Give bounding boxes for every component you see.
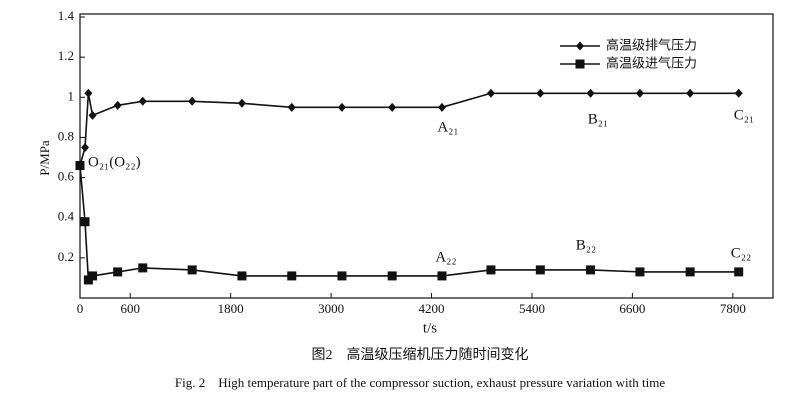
x-tick-label: 5400 — [519, 301, 545, 316]
y-tick-label: 1 — [68, 88, 75, 103]
point — [81, 142, 90, 152]
point — [138, 263, 148, 273]
point — [686, 88, 695, 98]
point — [486, 265, 496, 275]
x-tick-label: 3000 — [318, 301, 344, 316]
point — [437, 271, 447, 281]
legend-marker — [575, 59, 585, 69]
point — [586, 265, 596, 275]
y-tick-label: 1.2 — [58, 48, 74, 63]
annotation: O₂₁(O₂₂) — [88, 154, 141, 170]
annotation: C₂₂ — [731, 245, 751, 261]
point — [388, 102, 397, 112]
point — [237, 271, 247, 281]
annotation: A₂₂ — [435, 249, 456, 265]
x-tick-label: 600 — [120, 301, 140, 316]
point — [80, 217, 90, 227]
point — [685, 267, 695, 277]
point — [337, 102, 346, 112]
point — [138, 96, 147, 106]
point — [287, 271, 297, 281]
point — [287, 102, 296, 112]
point — [88, 271, 98, 281]
y-tick-label: 0.6 — [58, 169, 75, 184]
annotation: C₂₁ — [734, 107, 754, 123]
y-tick-label: 0.2 — [58, 249, 74, 264]
x-tick-label: 7800 — [720, 301, 746, 316]
caption-cn: 图2 高温级压缩机压力随时间变化 — [312, 346, 529, 363]
point — [635, 88, 644, 98]
point — [535, 265, 545, 275]
annotation: B₂₁ — [588, 111, 608, 127]
y-axis-label: P/MPa — [37, 140, 52, 176]
annotation: A₂₁ — [437, 119, 458, 135]
point — [187, 265, 197, 275]
point — [188, 96, 197, 106]
point — [387, 271, 397, 281]
point — [84, 88, 93, 98]
point — [734, 88, 743, 98]
legend-label: 高温级排气压力 — [606, 38, 697, 54]
x-tick-label: 1800 — [218, 301, 244, 316]
point — [75, 161, 85, 171]
caption-en: Fig. 2 High temperature part of the comp… — [175, 375, 665, 390]
annotation: B₂₂ — [576, 237, 596, 253]
point — [237, 98, 246, 108]
point — [88, 110, 97, 120]
x-tick-label: 0 — [77, 301, 84, 316]
point — [586, 88, 595, 98]
legend-marker — [576, 41, 584, 51]
point — [734, 267, 744, 277]
point — [536, 88, 545, 98]
y-tick-label: 0.8 — [58, 128, 74, 143]
series-line — [79, 92, 739, 166]
x-tick-label: 4200 — [419, 301, 445, 316]
series-line — [79, 165, 739, 282]
plot-frame — [79, 13, 774, 299]
point — [486, 88, 495, 98]
y-tick-label: 0.4 — [58, 209, 75, 224]
point — [113, 100, 122, 110]
point — [437, 102, 446, 112]
point — [635, 267, 645, 277]
x-tick-label: 6600 — [619, 301, 645, 316]
point — [113, 267, 123, 277]
legend-label: 高温级进气压力 — [606, 56, 697, 72]
x-axis-label: t/s — [423, 320, 437, 336]
point — [337, 271, 347, 281]
y-tick-label: 1.4 — [58, 8, 75, 23]
